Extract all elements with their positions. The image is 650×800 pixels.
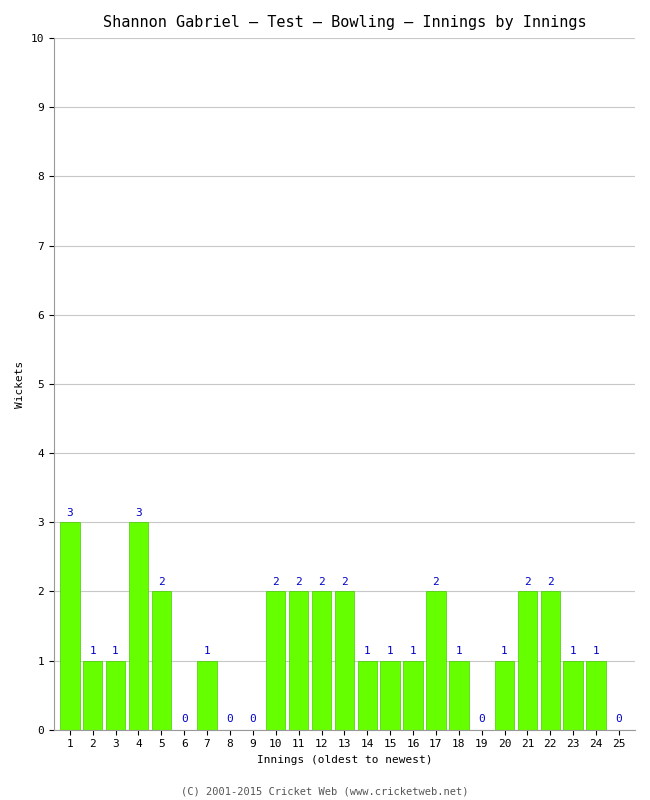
Text: 0: 0 [478, 714, 485, 724]
Text: 2: 2 [318, 578, 325, 587]
Text: 1: 1 [387, 646, 393, 657]
Text: 2: 2 [524, 578, 531, 587]
Text: 1: 1 [364, 646, 370, 657]
Text: 1: 1 [410, 646, 417, 657]
Text: 1: 1 [112, 646, 119, 657]
Bar [564, 661, 583, 730]
Text: 2: 2 [341, 578, 348, 587]
Text: 0: 0 [227, 714, 233, 724]
X-axis label: Innings (oldest to newest): Innings (oldest to newest) [257, 755, 432, 765]
Text: 0: 0 [181, 714, 188, 724]
Bar [198, 661, 217, 730]
Text: 1: 1 [89, 646, 96, 657]
Text: (C) 2001-2015 Cricket Web (www.cricketweb.net): (C) 2001-2015 Cricket Web (www.cricketwe… [181, 786, 469, 796]
Bar [266, 591, 285, 730]
Text: 1: 1 [456, 646, 462, 657]
Text: 3: 3 [135, 508, 142, 518]
Y-axis label: Wickets: Wickets [15, 360, 25, 407]
Bar [312, 591, 332, 730]
Bar [449, 661, 469, 730]
Text: 2: 2 [158, 578, 164, 587]
Bar [335, 591, 354, 730]
Text: 2: 2 [432, 578, 439, 587]
Text: 1: 1 [501, 646, 508, 657]
Bar [83, 661, 103, 730]
Bar [129, 522, 148, 730]
Bar [289, 591, 308, 730]
Bar [106, 661, 125, 730]
Text: 2: 2 [295, 578, 302, 587]
Text: 2: 2 [272, 578, 279, 587]
Bar [358, 661, 377, 730]
Text: 0: 0 [250, 714, 256, 724]
Bar [60, 522, 79, 730]
Bar [151, 591, 171, 730]
Bar [403, 661, 422, 730]
Text: 2: 2 [547, 578, 554, 587]
Bar [380, 661, 400, 730]
Text: 3: 3 [66, 508, 73, 518]
Text: 1: 1 [570, 646, 577, 657]
Bar [586, 661, 606, 730]
Text: 1: 1 [593, 646, 599, 657]
Bar [541, 591, 560, 730]
Text: 1: 1 [203, 646, 211, 657]
Bar [495, 661, 514, 730]
Text: 0: 0 [616, 714, 622, 724]
Title: Shannon Gabriel – Test – Bowling – Innings by Innings: Shannon Gabriel – Test – Bowling – Innin… [103, 15, 586, 30]
Bar [426, 591, 446, 730]
Bar [518, 591, 537, 730]
